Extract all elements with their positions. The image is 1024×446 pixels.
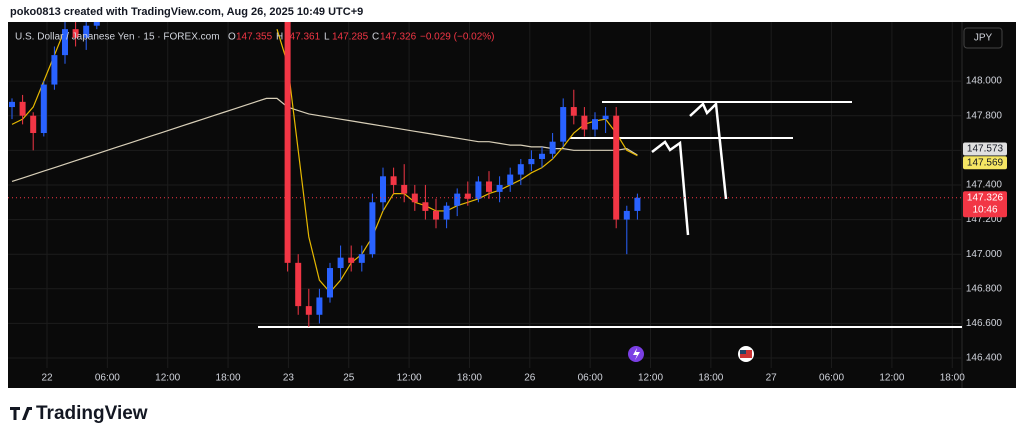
x-tick-label: 12:00 — [397, 373, 422, 384]
price-tag — [963, 142, 1007, 156]
credit: poko0813 created with TradingView.com, A… — [10, 6, 363, 18]
candle-body — [369, 202, 376, 255]
candle-body — [401, 184, 408, 194]
candle-body — [602, 115, 609, 120]
countdown: 10:46 — [972, 204, 997, 215]
candle-body — [613, 115, 620, 220]
ohlc-value: 147.285 — [332, 32, 369, 43]
plot — [8, 22, 962, 328]
price-tag-label: 147.326 — [967, 192, 1004, 203]
price-tag — [963, 156, 1007, 170]
x-tick-label: 22 — [41, 373, 53, 384]
flag-glyph — [740, 350, 746, 354]
candle-body — [348, 257, 355, 263]
candle-body — [570, 107, 577, 116]
candle-body — [560, 107, 567, 142]
header-ohlc: O 147.355 H 147.361 L 147.285 C 147.326 −0.029 (… — [228, 32, 495, 43]
logo-mark — [10, 407, 32, 420]
y-tick-label: 147.800 — [966, 110, 1003, 121]
candle-body — [316, 297, 323, 315]
candle-body — [528, 158, 535, 165]
moving-average — [11, 97, 638, 183]
candle-body — [40, 84, 47, 134]
price-tag-label: 147.573 — [967, 144, 1004, 155]
drawn-path — [651, 140, 690, 236]
candle-body — [62, 29, 68, 56]
candle-body — [83, 25, 90, 38]
candle-body — [623, 210, 630, 220]
y-tick-label: 146.600 — [966, 318, 1003, 329]
x-tick-label: 12:00 — [155, 373, 180, 384]
candle-body — [380, 176, 386, 203]
candle-body — [475, 181, 482, 199]
candle-body — [486, 181, 492, 192]
ohlc-value: 147.355 — [236, 32, 273, 43]
x-tick-label: 18:00 — [457, 373, 482, 384]
candle-body — [454, 193, 461, 206]
y-tick-label: 147.200 — [966, 214, 1003, 225]
event-icon-glyph — [633, 348, 640, 360]
currency-button[interactable] — [963, 27, 1003, 49]
x-tick-label: 06:00 — [578, 373, 603, 384]
y-tick-label: 147.400 — [966, 180, 1003, 191]
candle-body — [305, 306, 312, 315]
candle-body — [634, 197, 641, 211]
x-tick-label: 18:00 — [698, 373, 723, 384]
x-tick-label: 18:00 — [216, 373, 241, 384]
logo-text: TradingView — [36, 403, 148, 424]
candle-body — [19, 101, 26, 116]
ohlc-value: 147.361 — [284, 32, 321, 43]
candle-body — [507, 174, 514, 185]
candle-body — [517, 164, 524, 175]
ohlc-key: H — [276, 32, 283, 43]
candle-body — [93, 22, 100, 26]
candle-body — [337, 257, 344, 269]
candle-body — [327, 268, 333, 298]
price-tag — [963, 191, 1007, 218]
ohlc-key: L — [324, 32, 330, 43]
candle-body — [539, 153, 545, 159]
x-tick-label: 12:00 — [638, 373, 663, 384]
candle-body — [30, 115, 37, 134]
x-tick-label: 25 — [343, 373, 355, 384]
candle-body — [51, 55, 58, 85]
chart-background — [8, 22, 1016, 388]
change: −0.029 (−0.02%) — [420, 32, 495, 43]
drawn-path — [689, 101, 728, 200]
y-tick-label: 146.400 — [966, 353, 1003, 364]
x-tick-label: 06:00 — [819, 373, 844, 384]
ohlc-key: O — [228, 32, 236, 43]
candle-body — [411, 193, 418, 203]
y-tick-label: 146.800 — [966, 283, 1003, 294]
ohlc-key: C — [372, 32, 379, 43]
candle-body — [433, 210, 439, 220]
candle-body — [549, 141, 556, 154]
candle-body — [358, 254, 365, 263]
candle-body — [496, 184, 503, 192]
x-tick-label: 12:00 — [879, 373, 904, 384]
x-tick-label: 06:00 — [95, 373, 120, 384]
y-tick-label: 147.000 — [966, 249, 1003, 260]
ohlc-value: 147.326 — [380, 32, 417, 43]
x-tick-label: 27 — [766, 373, 778, 384]
candle-body — [390, 176, 397, 185]
candle-body — [9, 101, 15, 108]
y-tick-label: 148.000 — [966, 76, 1003, 87]
symbol: U.S. Dollar / Japanese Yen · 15 · FOREX.… — [15, 32, 220, 43]
x-tick-label: 26 — [524, 373, 536, 384]
candle-body — [592, 119, 598, 130]
candle-body — [72, 29, 79, 38]
candle-body — [443, 205, 450, 220]
x-tick-label: 23 — [283, 373, 295, 384]
currency[interactable]: JPY — [974, 33, 993, 44]
candle-body — [295, 262, 302, 307]
x-tick-label: 18:00 — [940, 373, 965, 384]
candle-body — [422, 202, 429, 211]
candle-body — [581, 115, 588, 130]
candle-body — [284, 22, 291, 263]
price-tag-label: 147.569 — [967, 157, 1004, 168]
candle-body — [464, 193, 471, 199]
